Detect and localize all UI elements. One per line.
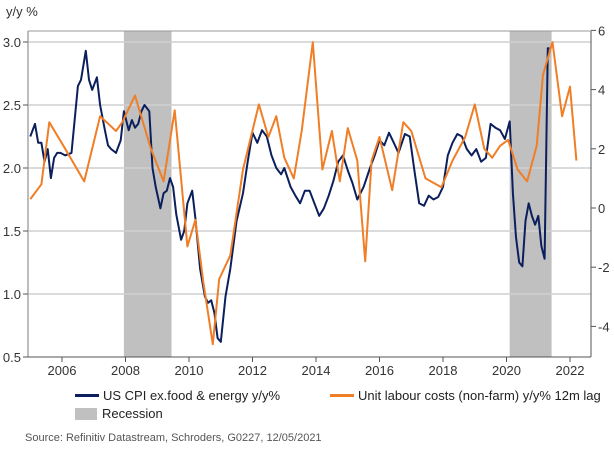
right-tick-label: -2 — [598, 260, 610, 275]
x-tick-label: 2006 — [48, 363, 77, 378]
x-tick-label: 2014 — [302, 363, 331, 378]
series-lines — [29, 41, 578, 346]
legend-item-ulc: Unit labour costs (non-farm) y/y% 12m la… — [330, 388, 601, 403]
legend-swatch-recession — [75, 407, 97, 420]
recession-bands — [123, 31, 552, 357]
left-tick-label: 2.5 — [3, 98, 21, 113]
legend-label-cpi: US CPI ex.food & energy y/y% — [103, 388, 281, 403]
right-tick-label: 0 — [598, 201, 605, 216]
left-tick-label: 2.0 — [3, 161, 21, 176]
series-line-ulc — [29, 41, 578, 346]
x-tick-label: 2016 — [365, 363, 394, 378]
x-tick-label: 2018 — [429, 363, 458, 378]
series-line-cpi — [29, 47, 550, 343]
legend-label-ulc: Unit labour costs (non-farm) y/y% 12m la… — [358, 388, 601, 403]
legend-label-recession: Recession — [102, 406, 163, 421]
x-tick-label: 2012 — [238, 363, 267, 378]
gridlines — [28, 41, 591, 295]
x-tick-label: 2008 — [111, 363, 140, 378]
left-tick-label: 1.5 — [3, 224, 21, 239]
right-tick-label: 4 — [598, 83, 605, 98]
legend-item-cpi: US CPI ex.food & energy y/y% — [75, 388, 280, 403]
legend-item-recession: Recession — [75, 406, 163, 421]
left-tick-label: 1.0 — [3, 287, 21, 302]
x-tick-label: 2020 — [492, 363, 521, 378]
right-tick-label: 6 — [598, 23, 605, 38]
left-tick-label: 3.0 — [3, 35, 21, 50]
right-tick-label: 2 — [598, 142, 605, 157]
axes: 0.5 1.0 1.5 2.0 2.5 3.0 -4 -2 0 2 4 6 2006 2008 2010 20… — [3, 23, 610, 378]
left-axis-unit-label: y/y % — [6, 4, 38, 19]
legend-swatch-cpi — [75, 394, 99, 397]
x-tick-label: 2022 — [556, 363, 585, 378]
source-note: Source: Refinitiv Datastream, Schroders,… — [25, 432, 322, 444]
right-tick-label: -4 — [598, 319, 610, 334]
left-tick-label: 0.5 — [3, 350, 21, 365]
legend-swatch-ulc — [330, 394, 354, 397]
x-tick-label: 2010 — [175, 363, 204, 378]
